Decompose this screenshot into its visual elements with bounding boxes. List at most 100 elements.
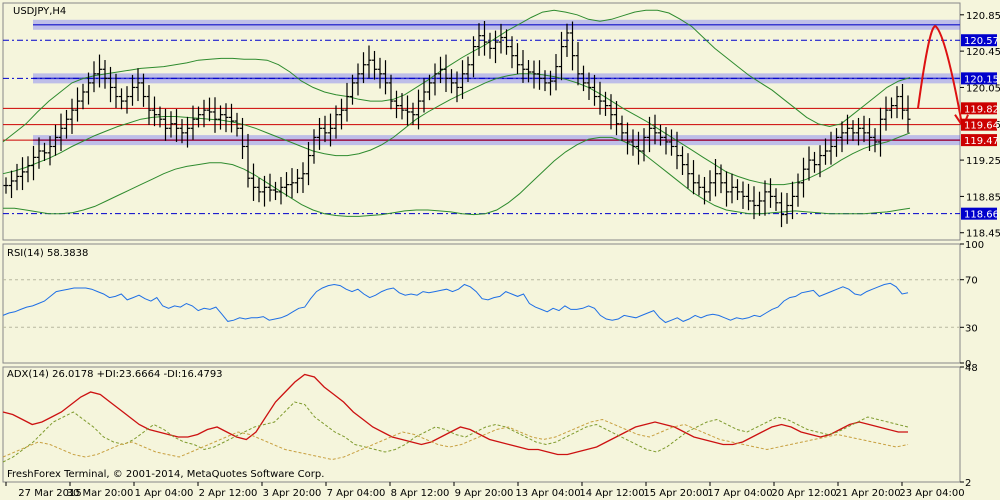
ohlc-bar [636,131,641,165]
ohlc-bar [69,98,75,134]
ohlc-bar [757,191,762,216]
time-tick-label: 3 Apr 20:00 [263,488,322,499]
ohlc-bar [427,74,432,101]
ohlc-bar [592,74,597,106]
ohlc-bar [317,117,322,150]
ohlc-bar [614,101,619,136]
ohlc-bar [894,86,900,119]
time-tick-label: 21 Apr 20:00 [835,488,900,499]
ohlc-bar [14,163,20,191]
ohlc-bar [306,141,311,186]
ohlc-bar [812,151,817,173]
ohlc-bar [322,115,328,143]
ohlc-bar [553,54,559,91]
ohlc-bar [339,98,344,130]
ohlc-bar [20,157,25,191]
level-label-box [961,134,997,147]
ohlc-bar [251,163,256,201]
ohlc-bar [861,115,867,143]
ohlc-bar [647,116,652,153]
ohlc-bar [163,108,168,141]
time-tick-label: 20 Apr 12:00 [771,488,836,499]
ohlc-bar [834,128,839,157]
ohlc-bar [245,133,251,188]
ohlc-bar [537,60,542,90]
price-tick-label: 118.85 [966,192,1000,203]
ohlc-bar [333,105,339,139]
ohlc-bar [229,103,234,133]
rsi-panel: 100 70 30 0 [2,240,984,370]
price-tick-label: 119.25 [966,156,1000,167]
ohlc-bar [355,63,361,96]
ohlc-bar [504,29,509,55]
ohlc-bar [64,109,69,139]
ohlc-bar [625,122,630,155]
ohlc-bar [58,113,64,152]
ohlc-bar [240,117,245,160]
ohlc-bar [669,129,674,156]
ohlc-bar [421,78,427,113]
ohlc-bar [729,173,735,204]
ohlc-bar [97,54,102,88]
ohlc-bar [179,119,185,144]
ohlc-bar [80,83,86,110]
ohlc-bar [795,173,801,207]
ohlc-bar [273,181,278,201]
ohlc-bar [630,129,636,156]
rsi-title: RSI(14) 58.3838 [7,248,88,259]
time-tick-label: 2 Apr 12:00 [199,488,258,499]
ohlc-bar [515,43,520,75]
ohlc-bar [185,116,190,148]
ohlc-bar [696,174,702,196]
ohlc-bar [152,96,157,127]
ohlc-bar [570,21,575,71]
level-label-box [961,102,997,115]
ohlc-bar [31,145,36,181]
ohlc-bar [377,57,383,89]
ohlc-bar [878,107,883,157]
ohlc-bar [234,112,240,137]
ohlc-bar [108,66,113,103]
ohlc-bar [311,129,317,164]
ohlc-bar [256,178,262,203]
ohlc-bar [36,137,42,169]
ohlc-bar [465,56,471,82]
ohlc-bar [790,181,795,220]
ohlc-bar [586,72,592,100]
ohlc-bar [432,63,438,96]
ohlc-bar [361,52,366,84]
ohlc-bar [603,91,608,116]
ohlc-bar [196,106,201,128]
ohlc-bar [663,127,669,155]
ohlc-bar [713,159,718,197]
ohlc-bar [102,60,108,89]
ohlc-bar [262,175,267,207]
ohlc-bar [135,68,141,102]
ohlc-bar [130,74,135,106]
ohlc-bar [900,83,905,120]
ohlc-bar [119,88,124,110]
ohlc-bar [394,90,399,119]
ohlc-bar [295,168,300,194]
ohlc-bar [718,164,724,194]
ohlc-bar [91,61,97,93]
ohlc-bar [218,105,223,130]
adx-tick-label: 48 [965,363,978,374]
ohlc-bar [482,20,487,56]
price-tick-label: 120.05 [966,83,1000,94]
price-tick-label: 120.45 [966,47,1000,58]
level-label: 119.82 [964,104,999,115]
ohlc-bar [526,60,531,83]
ohlc-bar [460,60,465,99]
price-frame [2,2,961,241]
footer-copyright: FreshForex Terminal, © 2001-2014, MetaQu… [7,469,324,480]
ohlc-bar [454,71,460,103]
ohlc-bar [207,97,212,122]
ohlc-bar [476,23,482,56]
adx-line-minusdi [2,418,909,461]
ohlc-bar [328,113,333,147]
ohlc-bar [300,162,306,193]
ohlc-bar [652,114,658,145]
ohlc-bar [548,70,553,96]
